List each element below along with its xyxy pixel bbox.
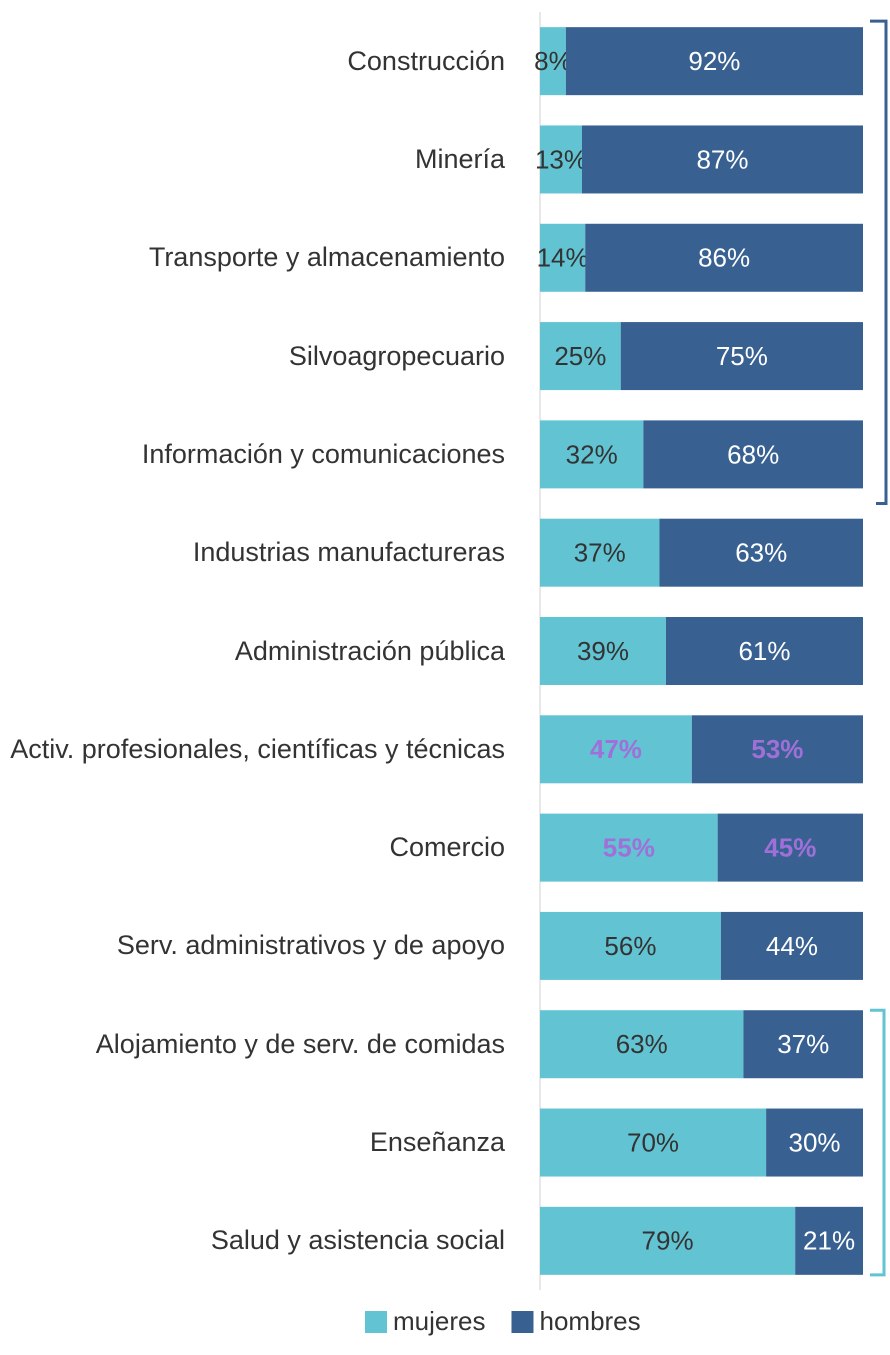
bar-segment: [540, 1206, 796, 1275]
data-label: 86%: [698, 243, 750, 273]
category-label: Administración pública: [234, 635, 505, 666]
legend-swatch: [365, 1311, 387, 1333]
data-label: 37%: [777, 1029, 829, 1059]
bar-segment: [540, 617, 666, 685]
data-label: 21%: [803, 1226, 855, 1256]
bar-segment: [540, 911, 721, 980]
data-label: 63%: [616, 1029, 668, 1059]
data-label: 25%: [554, 341, 606, 371]
category-label: Salud y asistencia social: [210, 1225, 505, 1256]
data-label: 14%: [537, 243, 589, 273]
bar-segment: [540, 1010, 744, 1079]
data-label: 70%: [627, 1127, 679, 1157]
data-label: 32%: [566, 439, 618, 469]
bar-segment: [581, 125, 863, 194]
category-label: Transporte y almacenamiento: [148, 242, 505, 273]
data-label: 79%: [642, 1226, 694, 1256]
category-label: Comercio: [389, 832, 505, 863]
bar-segment: [743, 1010, 863, 1079]
data-label: 30%: [789, 1127, 841, 1157]
bar-segment: [540, 1108, 767, 1177]
category-label: Enseñanza: [369, 1127, 505, 1158]
bar-segment: [720, 911, 863, 980]
bar-segment: [643, 420, 863, 489]
data-label: 68%: [727, 439, 779, 469]
bar-segment: [540, 125, 582, 194]
legend-label: hombres: [539, 1306, 640, 1336]
data-label: 47%: [590, 734, 642, 764]
bar-segment: [540, 715, 692, 784]
category-label: Serv. administrativos y de apoyo: [116, 930, 505, 961]
data-label: 13%: [535, 144, 587, 174]
bar-segment: [691, 715, 863, 784]
bar-segment: [620, 322, 863, 391]
category-label: Alojamiento y de serv. de comidas: [95, 1028, 505, 1059]
data-label: 8%: [534, 46, 572, 76]
bar-segment: [540, 223, 586, 292]
bar-segment: [565, 27, 863, 96]
bar-segment: [540, 27, 566, 96]
data-label: 39%: [577, 636, 629, 666]
bar-segment: [659, 518, 863, 587]
bar-segment: [540, 420, 644, 489]
category-label: Activ. profesionales, científicas y técn…: [10, 733, 505, 764]
data-label: 92%: [688, 46, 740, 76]
category-label: Construcción: [347, 45, 505, 76]
legend-label: mujeres: [393, 1306, 485, 1336]
category-label: Silvoagropecuario: [288, 340, 505, 371]
category-label: Industrias manufactureras: [192, 537, 505, 568]
bar-segment: [540, 518, 660, 587]
category-label: Minería: [414, 143, 505, 174]
bar-segment: [766, 1108, 863, 1177]
bar-segment: [585, 223, 863, 292]
data-label: 56%: [604, 931, 656, 961]
bracket-bottom: [870, 1008, 886, 1277]
data-label: 55%: [603, 832, 655, 862]
data-label: 75%: [716, 341, 768, 371]
bar-segment: [540, 322, 621, 391]
bar-segment: [540, 813, 718, 882]
data-label: 53%: [751, 734, 803, 764]
bar-segment: [717, 813, 863, 882]
data-label: 87%: [696, 144, 748, 174]
data-label: 61%: [738, 636, 790, 666]
category-label: Información y comunicaciones: [141, 438, 505, 469]
bracket-top: [870, 19, 888, 506]
bar-segment: [665, 617, 863, 685]
data-label: 37%: [574, 538, 626, 568]
data-label: 44%: [766, 931, 818, 961]
legend-swatch: [511, 1311, 534, 1333]
data-label: 63%: [735, 538, 787, 568]
bar-segment: [795, 1206, 863, 1275]
data-label: 45%: [764, 832, 816, 862]
